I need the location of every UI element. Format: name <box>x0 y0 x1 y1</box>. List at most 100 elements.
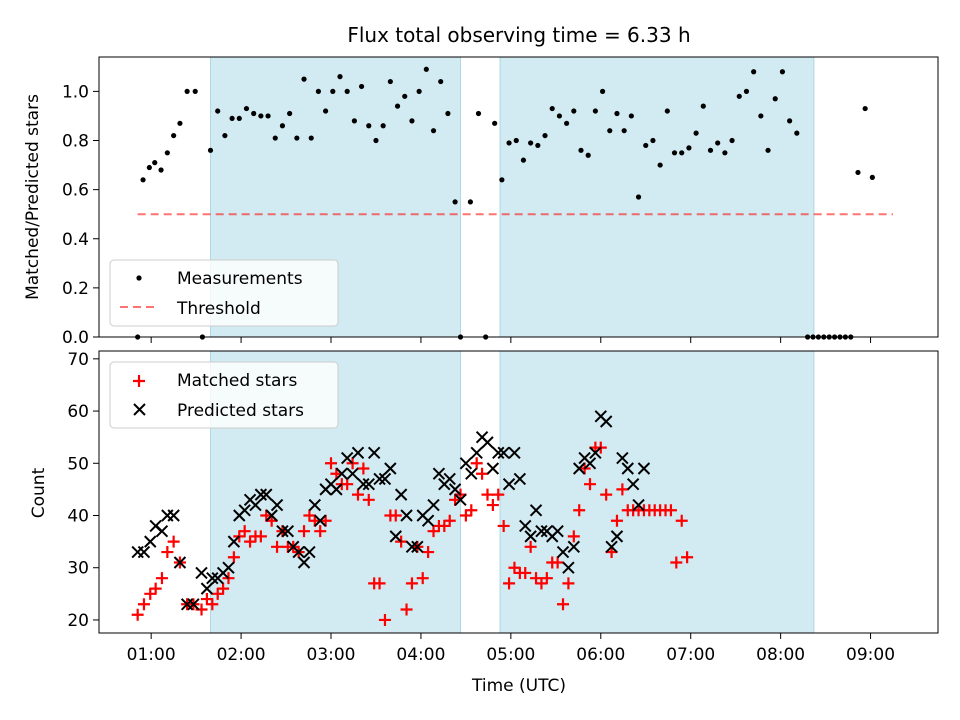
predicted-star-point <box>632 498 645 512</box>
predicted-star-point <box>535 524 548 538</box>
measurement-point <box>243 105 250 112</box>
predicted-star-point <box>459 457 473 470</box>
legend-label-predicted: Predicted stars <box>177 401 304 421</box>
x-tick-label: 04:00 <box>396 645 445 665</box>
measurement-point <box>265 113 271 119</box>
x-tick-label: 09:00 <box>846 645 895 665</box>
measurement-point <box>177 120 183 126</box>
measurement-point <box>337 74 343 80</box>
matched-star-point <box>378 613 391 626</box>
measurement-point <box>607 128 613 134</box>
measurement-point <box>146 164 152 171</box>
matched-star-point <box>217 582 230 595</box>
measurement-point <box>358 83 365 90</box>
predicted-star-point <box>276 524 289 538</box>
measurement-point <box>445 110 451 117</box>
predicted-star-point <box>448 483 462 496</box>
predicted-star-point <box>421 514 435 527</box>
predicted-star-point <box>281 524 295 538</box>
matched-star-point <box>508 561 521 574</box>
predicted-star-point <box>411 540 424 554</box>
matched-star-point <box>149 582 162 595</box>
measurement-point <box>657 162 663 168</box>
predicted-star-point <box>367 446 381 460</box>
matched-star-point <box>476 467 489 480</box>
predicted-star-point <box>519 519 532 533</box>
matched-star-point <box>557 598 570 611</box>
measurement-point <box>736 93 742 99</box>
matched-star-point <box>675 514 688 527</box>
ratio-x-ticks <box>150 337 872 343</box>
matched-star-point <box>562 577 575 590</box>
predicted-star-point <box>529 504 543 517</box>
measurement-point <box>571 108 577 114</box>
matched-star-point <box>303 509 316 522</box>
measurement-point <box>409 118 415 124</box>
measurement-point <box>287 110 293 117</box>
measurement-point <box>628 113 634 119</box>
legend-label-matched: Matched stars <box>177 371 297 391</box>
y-tick-label: 0.6 <box>62 181 89 201</box>
measurement-point <box>520 157 527 163</box>
predicted-star-point <box>589 446 602 460</box>
x-tick-label: 03:00 <box>307 645 356 665</box>
matched-star-point <box>314 525 327 538</box>
predicted-star-point <box>222 561 235 574</box>
legend-marker-predicted <box>133 403 146 416</box>
measurement-point <box>855 169 861 176</box>
predicted-star-point <box>351 446 365 460</box>
count-legend-box <box>109 361 339 429</box>
predicted-star-point <box>373 472 386 486</box>
measurement-point <box>467 199 473 205</box>
predicted-star-point <box>621 462 634 475</box>
matched-star-point <box>161 546 174 559</box>
measurement-point <box>258 113 264 119</box>
predicted-star-point <box>292 545 305 559</box>
measurement-point <box>679 150 685 156</box>
chart-title: Flux total observing time = 6.33 h <box>347 23 690 47</box>
matched-star-point <box>427 525 440 538</box>
predicted-star-point <box>167 509 180 522</box>
measurement-point <box>578 147 584 153</box>
matched-star-point <box>486 499 499 512</box>
matched-star-point <box>400 603 413 616</box>
count-axes-frame <box>98 350 939 634</box>
y-tick-label: 0.4 <box>62 230 89 250</box>
x-tick-label: 02:00 <box>217 645 266 665</box>
ratio-panel: 0.0 0.2 0.4 0.6 0.8 1.0 Matched/Predicted sta… <box>23 56 939 348</box>
matched-star-point <box>573 504 586 517</box>
x-tick-label: 05:00 <box>486 645 535 665</box>
y-tick-label: 50 <box>67 454 89 474</box>
measurement-point <box>513 137 519 144</box>
matched-star-point <box>503 577 516 590</box>
measurement-point <box>715 140 721 146</box>
predicted-star-point <box>303 545 316 559</box>
measurement-point <box>215 108 221 114</box>
measurement-point <box>743 88 750 94</box>
predicted-star-point <box>508 446 521 460</box>
measurement-point <box>585 152 591 158</box>
measurement-point <box>599 88 606 94</box>
y-tick-label: 0.8 <box>62 132 89 152</box>
predicted-star-point <box>567 540 581 554</box>
measurement-point <box>686 145 692 151</box>
shaded-span-2 <box>499 56 815 338</box>
measurement-point <box>158 167 164 173</box>
measurement-point <box>387 78 393 85</box>
measurement-point <box>301 76 307 82</box>
measurement-point <box>528 140 534 146</box>
count-x-ticks: 01:00 02:00 03:00 04:00 05:00 06:00 07:00 08:00… <box>127 633 895 665</box>
matched-star-point <box>481 488 494 501</box>
measurement-point <box>272 135 278 141</box>
count-legend: Matched stars Predicted stars <box>109 361 339 429</box>
matched-star-point <box>470 457 483 470</box>
matched-star-point <box>389 509 402 522</box>
predicted-star-point <box>384 462 397 475</box>
predicted-star-point <box>260 488 273 501</box>
measurement-point <box>635 194 642 200</box>
measurement-point <box>693 130 699 136</box>
measurement-point <box>330 88 336 94</box>
y-tick-label: 1.0 <box>62 82 89 102</box>
matched-star-point <box>357 462 370 475</box>
